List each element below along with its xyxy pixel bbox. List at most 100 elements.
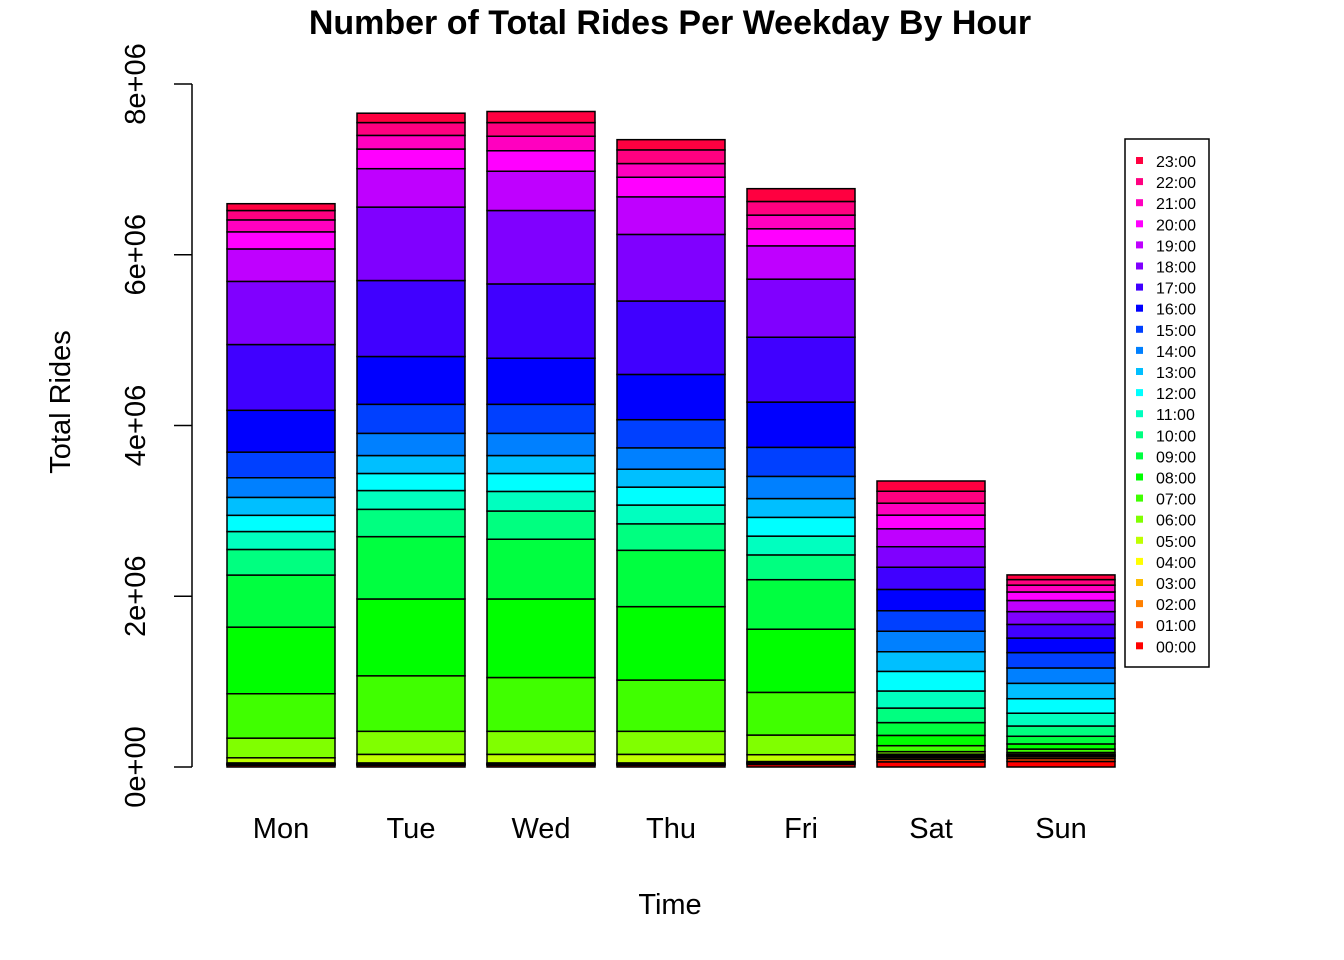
bar-segment-fri-19 [746, 245, 856, 280]
legend-label-2: 02:00 [1156, 597, 1196, 614]
x-tick-label-thu: Thu [646, 813, 696, 845]
legend-swatch-6 [1136, 515, 1143, 523]
bar-segment-fri-11 [746, 535, 856, 556]
bar-segment-sun-21 [1006, 584, 1116, 593]
legend-label-22: 22:00 [1156, 175, 1196, 192]
legend-swatch-18 [1136, 262, 1143, 270]
x-tick-label-fri: Fri [784, 813, 818, 845]
bar-segment-sun-19 [1006, 599, 1116, 613]
legend-swatch-12 [1136, 389, 1143, 397]
bar-segment-sun-13 [1006, 682, 1116, 700]
bar-segment-wed-21 [486, 135, 596, 152]
x-tick-label-tue: Tue [387, 813, 436, 845]
bar-segment-sun-14 [1006, 667, 1116, 685]
legend-label-9: 09:00 [1156, 449, 1196, 466]
bar-segment-thu-18 [616, 233, 726, 302]
legend-label-3: 03:00 [1156, 576, 1196, 593]
legend-swatch-8 [1136, 473, 1143, 481]
bar-segment-thu-16 [616, 373, 726, 421]
bar-segment-wed-19 [486, 170, 596, 212]
bar-segment-sat-7 [876, 744, 986, 753]
bar-segment-mon-5 [226, 757, 336, 764]
legend-swatch-14 [1136, 346, 1143, 354]
legend-swatch-10 [1136, 431, 1143, 439]
legend-swatch-0 [1136, 642, 1143, 650]
bar-segment-wed-13 [486, 454, 596, 475]
bar-segment-thu-8 [616, 605, 726, 681]
bar-segment-thu-23 [616, 138, 726, 151]
bar-segment-tue-22 [356, 121, 466, 137]
legend-swatch-2 [1136, 600, 1143, 608]
bar-segment-sat-14 [876, 630, 986, 653]
legend: 23:00 22:00 21:00 20:00 19:00 18:00 17:00 16:00… [1124, 138, 1210, 668]
bar-segment-fri-16 [746, 401, 856, 449]
legend-swatch-13 [1136, 368, 1143, 375]
bar-segment-thu-15 [616, 418, 726, 449]
bar-segment-wed-20 [486, 150, 596, 173]
bar-segment-sat-15 [876, 610, 986, 633]
legend-label-21: 21:00 [1156, 196, 1196, 213]
bar-segment-tue-18 [356, 206, 466, 282]
bar-segment-tue-16 [356, 355, 466, 406]
bar-segment-sun-10 [1006, 725, 1116, 738]
bar-segment-thu-17 [616, 300, 726, 376]
bar-segment-fri-21 [746, 214, 856, 230]
legend-label-7: 07:00 [1156, 492, 1196, 509]
bar-segment-sat-10 [876, 707, 986, 724]
bar-segment-sun-18 [1006, 610, 1116, 626]
bar-segment-sat-0 [876, 761, 986, 768]
bar-segment-sat-22 [876, 490, 986, 504]
chart-title: Number of Total Rides Per Weekday By Hou… [309, 4, 1031, 42]
bar-segment-sat-9 [876, 721, 986, 737]
bar-segment-sun-11 [1006, 712, 1116, 727]
bar-segment-sat-11 [876, 690, 986, 709]
legend-swatch-16 [1136, 304, 1143, 312]
bar-segment-fri-9 [746, 578, 856, 630]
legend-label-13: 13:00 [1156, 365, 1196, 382]
y-axis-title: Total Rides [45, 330, 77, 473]
bar-segment-tue-13 [356, 454, 466, 475]
legend-swatch-17 [1136, 283, 1143, 291]
bar-segment-mon-12 [226, 514, 336, 533]
bar-segment-fri-13 [746, 497, 856, 519]
bar-segment-tue-12 [356, 472, 466, 492]
legend-label-18: 18:00 [1156, 260, 1196, 277]
legend-label-8: 08:00 [1156, 471, 1196, 488]
bar-segment-fri-5 [746, 753, 856, 763]
bar-segment-wed-17 [486, 283, 596, 359]
bar-segment-mon-19 [226, 248, 336, 283]
bar-segment-sat-20 [876, 514, 986, 530]
bar-segment-thu-20 [616, 176, 726, 198]
bar-segment-mon-22 [226, 209, 336, 221]
bar-segment-wed-8 [486, 598, 596, 679]
bar-segment-fri-14 [746, 475, 856, 500]
bar-segment-mon-14 [226, 476, 336, 499]
bar-segment-fri-23 [746, 187, 856, 203]
x-axis-title: Time [638, 889, 701, 921]
legend-swatch-4 [1136, 557, 1143, 565]
legend-label-23: 23:00 [1156, 154, 1196, 171]
legend-swatch-21 [1136, 199, 1143, 207]
bar-segment-mon-21 [226, 219, 336, 233]
bar-segment-fri-18 [746, 278, 856, 338]
x-tick-label-sat: Sat [909, 813, 953, 845]
bar-segment-wed-11 [486, 490, 596, 512]
x-tick-label-mon: Mon [253, 813, 309, 845]
y-tick-label-0: 0e+00 [120, 726, 152, 807]
bar-segment-fri-20 [746, 228, 856, 247]
bar-segment-fri-17 [746, 336, 856, 403]
bar-segment-fri-8 [746, 628, 856, 694]
bar-segment-mon-17 [226, 343, 336, 412]
bar-segment-thu-14 [616, 447, 726, 470]
bar-segment-thu-13 [616, 468, 726, 488]
legend-swatch-15 [1136, 325, 1143, 333]
x-tick-label-wed: Wed [511, 813, 570, 845]
bar-segment-fri-10 [746, 554, 856, 581]
legend-label-14: 14:00 [1156, 344, 1196, 361]
bar-segment-sat-8 [876, 734, 986, 747]
bar-segment-fri-6 [746, 734, 856, 756]
legend-swatch-22 [1136, 178, 1143, 186]
legend-label-5: 05:00 [1156, 534, 1196, 551]
bar-segment-mon-13 [226, 496, 336, 517]
